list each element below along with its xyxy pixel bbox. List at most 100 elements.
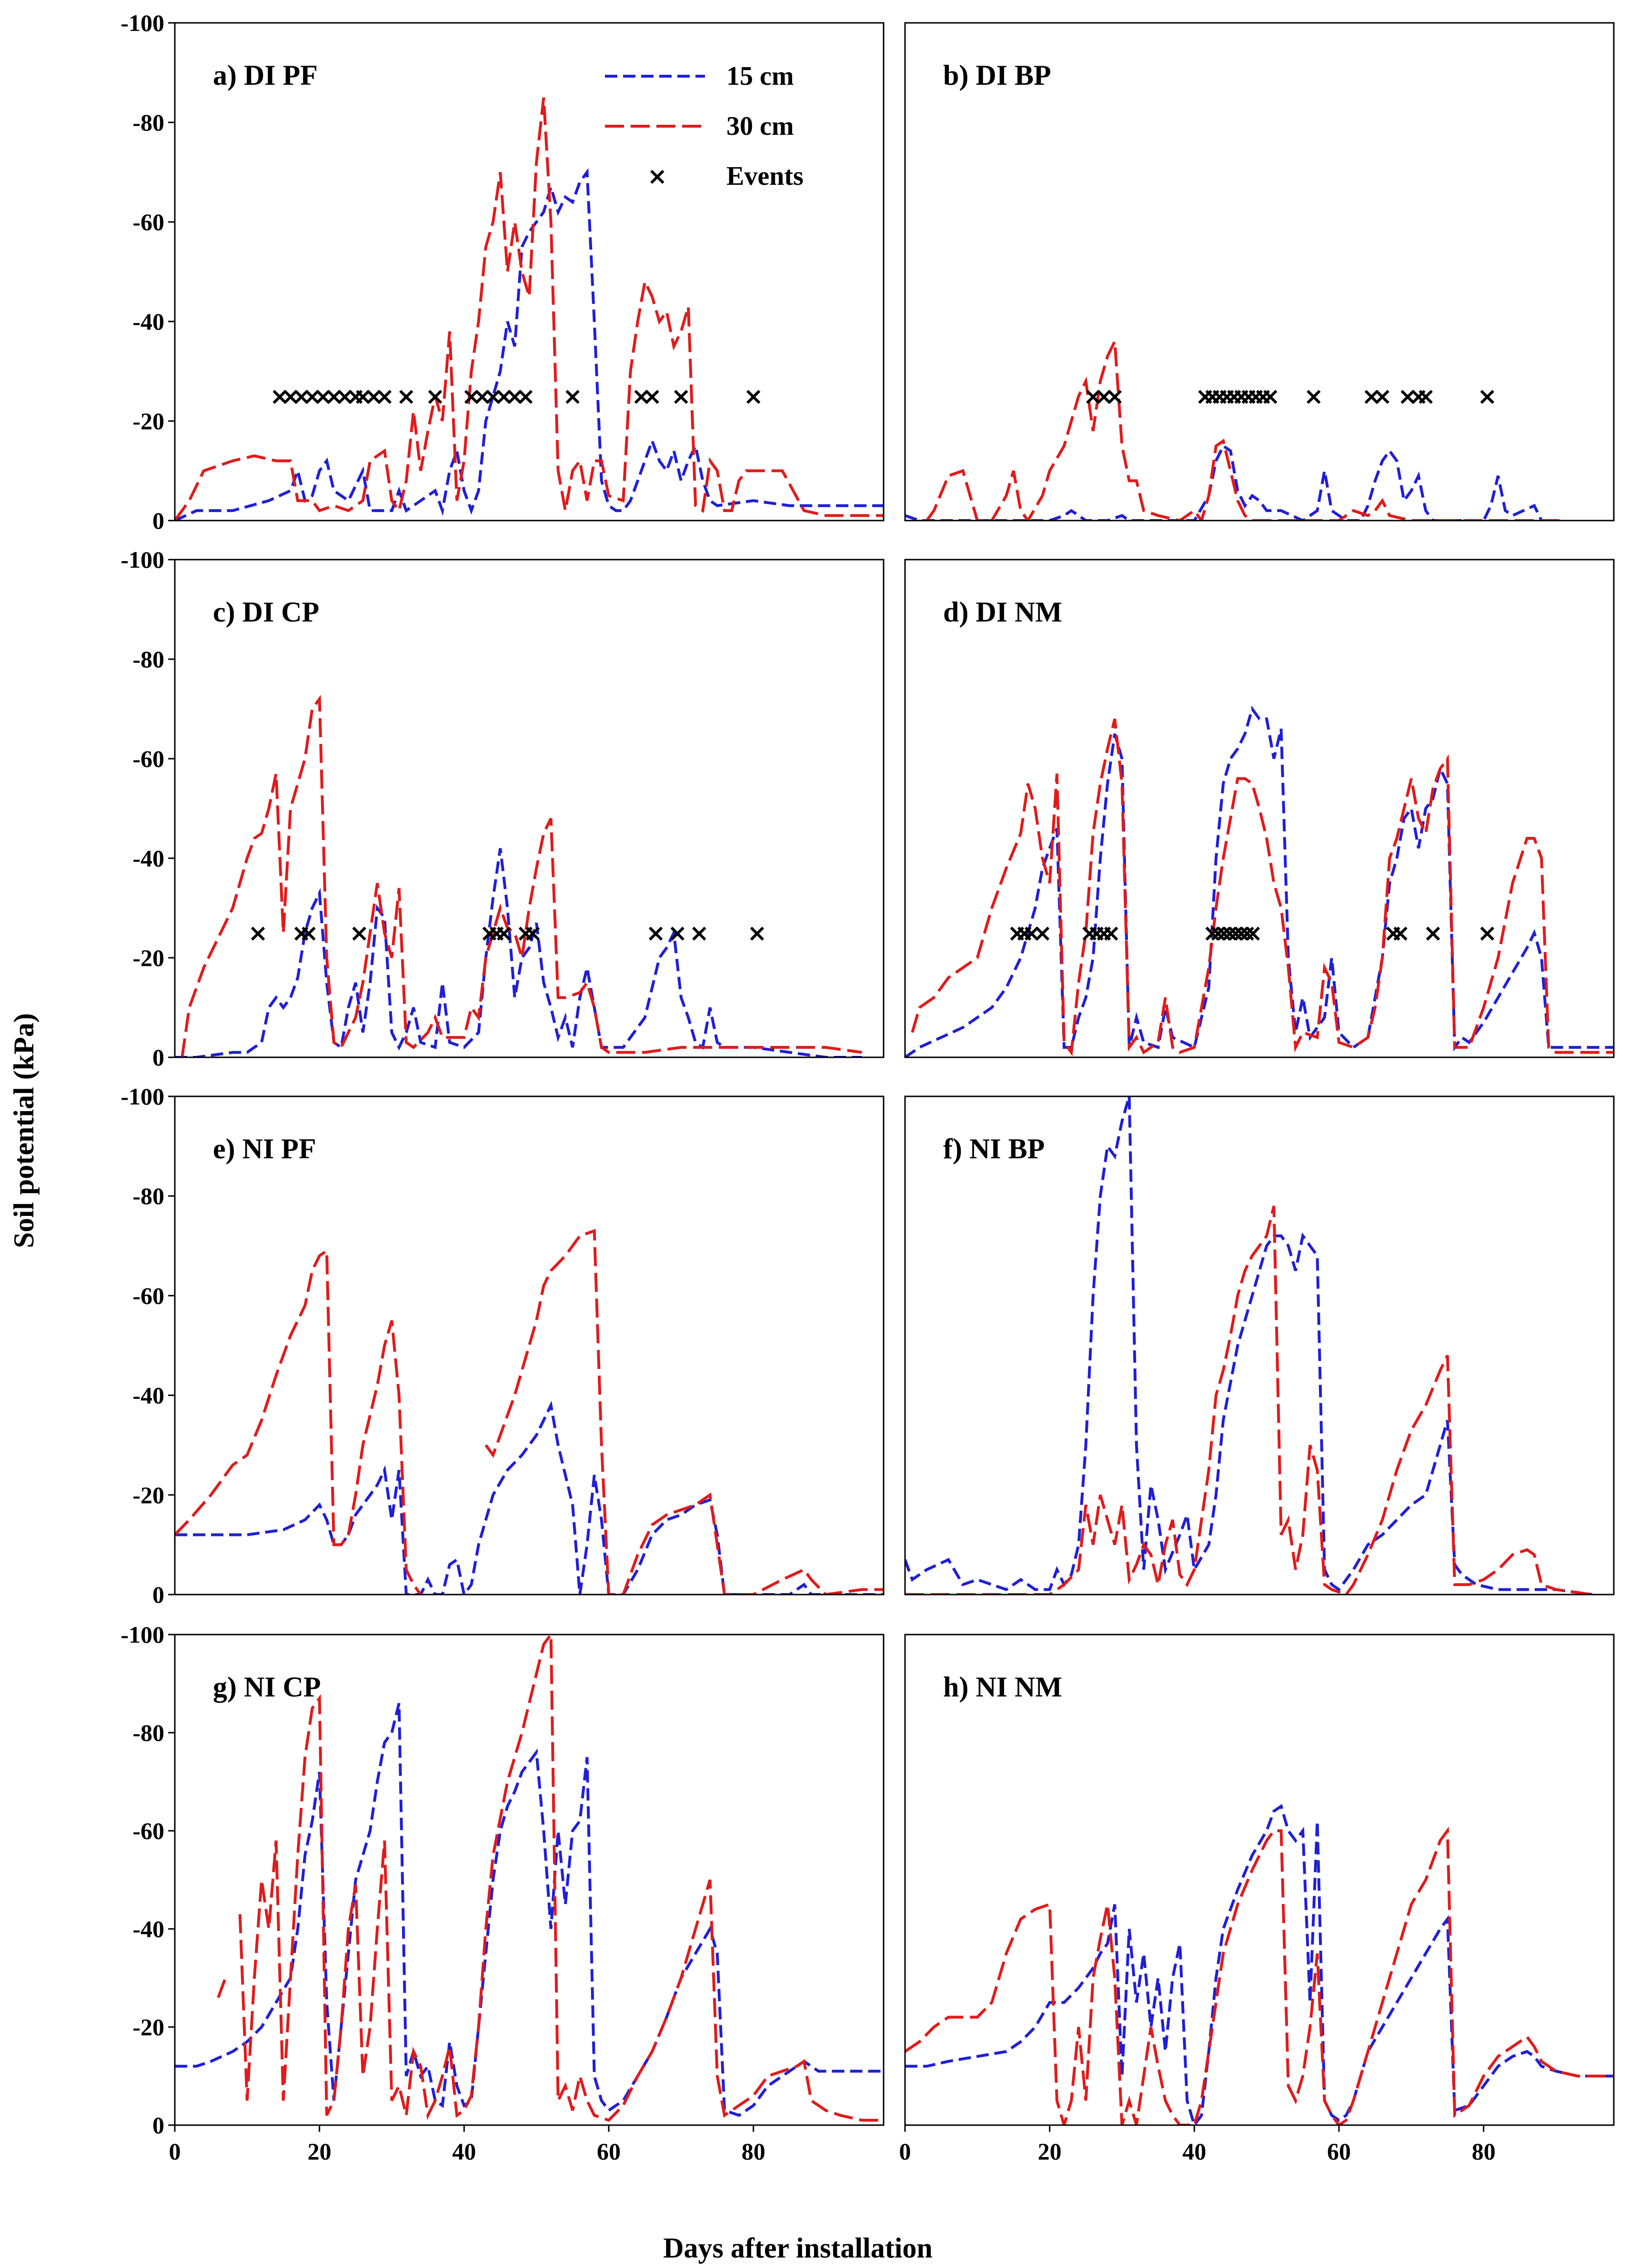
event-marker: ×	[689, 919, 709, 947]
event-marker: ×	[1390, 919, 1410, 947]
event-marker: ×	[642, 382, 662, 410]
panel-g-ni-cp: 0 -20 -40 -60 -80 -100 0 20 40 60 80 g) NI CP	[121, 1621, 885, 2165]
event-marker: ×	[1231, 919, 1251, 947]
event-marker: ×	[349, 919, 369, 947]
event-marker: ×	[483, 382, 503, 410]
event-marker: ×	[270, 382, 290, 410]
event-marker: ×	[1423, 919, 1443, 947]
x-tick-label: 60	[1327, 2138, 1351, 2165]
event-marker: ×	[1237, 919, 1257, 947]
series-line-15-cm	[175, 168, 884, 521]
event-marker: ×	[1015, 919, 1035, 947]
event-marker: ×	[744, 382, 764, 410]
series-line-15-cm	[905, 705, 1614, 1057]
event-marker: ×	[1202, 919, 1222, 947]
series-line-30-cm	[175, 1248, 422, 1595]
event-marker: ×	[646, 919, 666, 947]
event-marker: ×	[1208, 919, 1228, 947]
event-marker: ×	[1094, 382, 1114, 410]
panel-title: b) DI BP	[943, 60, 1051, 91]
panel-frame	[904, 1634, 1615, 2126]
x-tick-label: 40	[452, 2138, 476, 2165]
panel-title: e) NI PF	[213, 1133, 316, 1164]
y-tick-label: -80	[132, 109, 164, 136]
series-line-30-cm	[926, 336, 1563, 521]
series-line-15-cm	[175, 1703, 884, 2117]
panel-frame	[904, 1095, 1615, 1596]
event-marker: ×	[1101, 919, 1121, 947]
x-tick-label: 40	[1182, 2138, 1206, 2165]
y-axis-title: Soil potential (kPa)	[8, 1013, 40, 1248]
panel-title: g) NI CP	[213, 1671, 321, 1703]
x-tick-label: 60	[597, 2138, 621, 2165]
panel-title: d) DI NM	[943, 596, 1062, 628]
event-marker: ×	[1202, 382, 1222, 410]
panel-frame	[174, 22, 885, 522]
event-marker: ×	[1226, 919, 1246, 947]
event-marker: ×	[1304, 382, 1324, 410]
panel-frame	[174, 1634, 885, 2126]
legend-label: 15 cm	[726, 61, 794, 91]
event-marker: ×	[1022, 919, 1042, 947]
panel-frame	[904, 559, 1615, 1058]
y-tick-label: -100	[121, 10, 164, 36]
event-marker: ×	[1220, 919, 1240, 947]
panel-b-di-bp: ××× ×××××××××× × ×× ××× ×b) DI BP	[904, 22, 1615, 522]
event-marker: ×	[1383, 919, 1403, 947]
event-marker: ×	[523, 919, 543, 947]
event-marker: ×	[1477, 382, 1497, 410]
event-marker: ×	[494, 382, 514, 410]
event-marker: ×	[1238, 382, 1258, 410]
panel-a-di-pf: ××××××××××× × × ×××××× × ×× × ×0-20-40-60-80-10…	[121, 10, 885, 534]
event-marker: ×	[505, 382, 525, 410]
event-marker: ×	[1224, 382, 1244, 410]
panel-title: a) DI PF	[213, 60, 318, 91]
legend: 15 cm 30 cm × Events	[605, 61, 804, 191]
event-marker: ×	[1246, 382, 1266, 410]
panel-frame	[174, 1095, 885, 1596]
x-tick-label: 0	[899, 2138, 911, 2165]
panel-frame	[904, 22, 1615, 522]
event-marker: ×	[364, 382, 384, 410]
event-marker: ×	[747, 919, 767, 947]
y-tick-label: -20	[132, 2014, 164, 2040]
event-marker: ×	[248, 919, 268, 947]
panel-h-ni-nm: 0 20 40 60 80 h) NI NM	[899, 1634, 1615, 2165]
y-tick-label: -40	[132, 1916, 164, 1942]
event-marker: ×	[1105, 382, 1125, 410]
panel-title: f) NI BP	[943, 1133, 1045, 1164]
y-tick-label: 0	[152, 507, 164, 534]
series-line-30-cm	[181, 694, 862, 1057]
y-tick-label: -20	[132, 408, 164, 434]
event-marker: ×	[353, 382, 373, 410]
event-marker: ×	[1398, 382, 1418, 410]
y-tick-label: 0	[152, 1044, 164, 1071]
event-marker: ×	[487, 919, 507, 947]
y-tick-label: -40	[132, 308, 164, 335]
y-tick-label: -60	[132, 745, 164, 772]
event-marker: ×	[1214, 919, 1234, 947]
x-tick-label: 20	[1038, 2138, 1062, 2165]
event-marker: ×	[1260, 382, 1280, 410]
event-marker: ×	[292, 382, 312, 410]
event-marker: ×	[494, 919, 514, 947]
event-marker: ×	[1372, 382, 1392, 410]
event-marker: ×	[462, 382, 482, 410]
y-tick-label: -60	[132, 1817, 164, 1844]
series-line-15-cm	[905, 1096, 1592, 1595]
panel-frame	[174, 559, 885, 1058]
legend-label: 30 cm	[726, 111, 794, 141]
series-line-30-cm	[905, 1205, 1592, 1595]
x-tick-label: 80	[742, 2138, 765, 2165]
y-tick-label: 0	[152, 1581, 164, 1608]
event-marker: ×	[667, 919, 687, 947]
y-tick-label: -80	[132, 646, 164, 672]
event-marker: ×	[292, 919, 312, 947]
event-marker: ×	[1217, 382, 1237, 410]
event-marker: ×	[563, 382, 583, 410]
event-marker: ×	[1477, 919, 1497, 947]
y-tick-label: -80	[132, 1183, 164, 1209]
series-line-30-cm-a-	[217, 1977, 227, 1998]
event-marker: ×	[346, 382, 366, 410]
